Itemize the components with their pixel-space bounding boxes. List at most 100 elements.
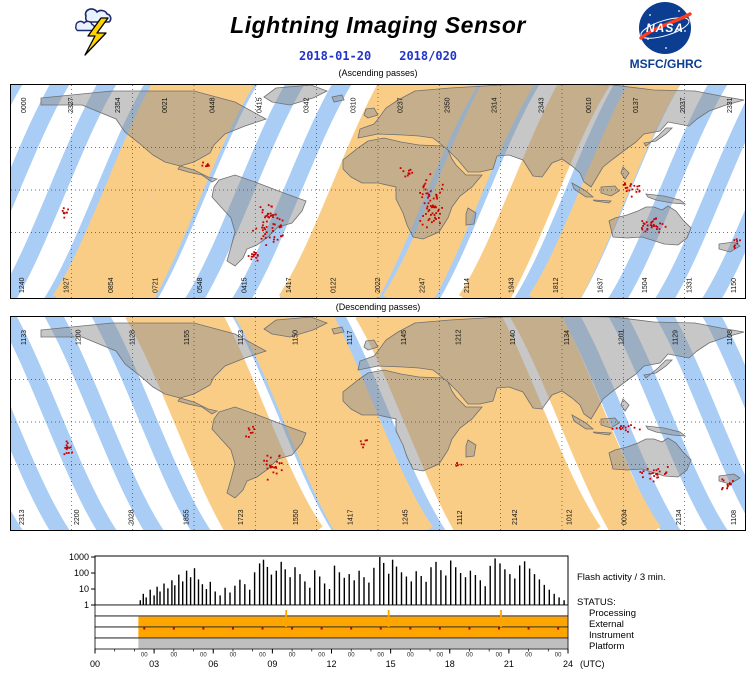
map-border bbox=[10, 316, 746, 531]
orbit-time-label-bottom: 0548 bbox=[197, 277, 204, 293]
orbit-minor-label: 00 bbox=[259, 653, 266, 659]
orbit-time-label-bottom: 0854 bbox=[108, 277, 115, 293]
orbit-time-label-bottom: 0415 bbox=[242, 277, 249, 293]
orbit-time-label-bottom: 2022 bbox=[375, 277, 382, 293]
orbit-time-label-bottom: 1417 bbox=[348, 509, 355, 525]
ascending-passes-map: 0000 2327 2354 0021 0448 0415 0342 0310 0237 2350… bbox=[10, 84, 746, 299]
orbit-time-label-bottom: 1331 bbox=[687, 277, 694, 293]
page-title: Lightning Imaging Sensor bbox=[230, 12, 526, 38]
orbit-time-label-bottom: 1723 bbox=[238, 509, 245, 525]
nasa-meatball-logo: NASA bbox=[636, 1, 696, 59]
ascending-passes-label: (Ascending passes) bbox=[338, 68, 418, 78]
x-tick-label: 18 bbox=[445, 659, 455, 669]
x-tick-label: 21 bbox=[504, 659, 514, 669]
orbit-time-label-bottom: 1108 bbox=[731, 510, 738, 525]
orbit-time-label-top: 0342 bbox=[303, 97, 310, 113]
y-tick-label: 1 bbox=[84, 600, 89, 610]
orbit-time-labels: 0000 2327 2354 0021 0448 0415 0342 0310 0237 2350… bbox=[19, 97, 738, 293]
lightning-flash-dots bbox=[63, 424, 734, 491]
orbit-minor-label: 00 bbox=[525, 653, 532, 659]
external-event-spike bbox=[285, 610, 288, 627]
orbit-time-label-top: 1201 bbox=[618, 329, 625, 345]
orbit-time-label-bottom: 2200 bbox=[74, 509, 81, 525]
status-row-label-platform: Platform bbox=[589, 641, 624, 652]
orbit-time-label-top: 2037 bbox=[680, 97, 687, 113]
date-iso: 2018-01-20 bbox=[298, 49, 372, 63]
orbit-time-label-top: 1134 bbox=[564, 330, 571, 345]
orbit-minor-label: 00 bbox=[200, 653, 207, 659]
orbit-time-label-top: 1129 bbox=[673, 330, 680, 345]
orbit-time-label-top: 1155 bbox=[184, 330, 191, 345]
status-heading: STATUS: bbox=[577, 597, 616, 608]
orbit-minor-label: 00 bbox=[555, 653, 562, 659]
storm-icon-svg bbox=[75, 8, 112, 56]
orbit-time-label-bottom: 1943 bbox=[509, 277, 516, 293]
utc-unit-label: (UTC) bbox=[580, 659, 605, 669]
status-row-label-external: External bbox=[589, 619, 624, 630]
orbit-minor-label: 00 bbox=[377, 653, 384, 659]
orbit-time-label-bottom: 0122 bbox=[331, 277, 338, 293]
orbit-minor-label: 00 bbox=[230, 653, 237, 659]
orbit-time-label-top: 0010 bbox=[586, 97, 593, 113]
orbit-time-label-bottom: 1417 bbox=[286, 277, 293, 293]
orbit-time-label-top: 1117 bbox=[347, 330, 354, 345]
x-axis: 00 03 06 09 12 15 18 21 24 (UTC) bbox=[90, 649, 605, 669]
orbit-time-label-bottom: 2134 bbox=[676, 509, 683, 525]
date-doy: 2018/020 bbox=[399, 49, 458, 63]
orbit-time-labels: 1133 1200 1128 1155 1123 1150 1117 1145 1212 1140… bbox=[19, 329, 738, 525]
orbit-time-label-bottom: 0721 bbox=[153, 277, 160, 293]
map-border bbox=[10, 84, 746, 299]
orbit-time-label-top: 1108 bbox=[727, 330, 734, 345]
orbit-time-label-top: 2314 bbox=[492, 97, 499, 113]
orbit-time-label-top: 1133 bbox=[21, 330, 28, 345]
flash-activity-bars bbox=[139, 557, 565, 605]
orbit-time-label-bottom: 1927 bbox=[64, 277, 71, 293]
orbit-time-label-bottom: 1112 bbox=[457, 510, 464, 525]
orbit-time-label-bottom: 1812 bbox=[553, 277, 560, 293]
orbit-time-label-top: 1212 bbox=[455, 329, 462, 345]
status-rows bbox=[94, 604, 569, 650]
nasa-logo-svg: NASA bbox=[639, 2, 692, 54]
status-row-label-instrument: Instrument bbox=[589, 630, 634, 641]
chart-side-labels: Flash activity / 3 min. STATUS:Processing… bbox=[577, 572, 666, 652]
orbit-time-label-bottom: 1012 bbox=[567, 509, 574, 525]
orbit-minor-label: 00 bbox=[466, 653, 473, 659]
orbit-time-label-bottom: 1855 bbox=[183, 509, 190, 525]
nasa-wordmark: NASA bbox=[646, 21, 684, 35]
descending-passes-map: 1133 1200 1128 1155 1123 1150 1117 1145 1212 1140… bbox=[10, 316, 746, 531]
orbit-minor-label: 00 bbox=[141, 653, 148, 659]
descending-passes-label: (Descending passes) bbox=[335, 302, 421, 312]
orbit-time-label-top: 2354 bbox=[115, 97, 122, 113]
orbit-time-label-top: 0237 bbox=[398, 97, 405, 113]
orbit-time-label-bottom: 2028 bbox=[129, 509, 136, 525]
orbit-time-label-top: 1150 bbox=[293, 330, 300, 345]
orbit-minor-label: 00 bbox=[407, 653, 414, 659]
orbit-time-label-top: 0000 bbox=[21, 97, 28, 113]
y-tick-label: 10 bbox=[79, 584, 89, 594]
external-event-spike bbox=[500, 610, 502, 627]
nasa-red-swoosh bbox=[639, 12, 692, 40]
orbit-time-label-bottom: 1637 bbox=[598, 277, 605, 293]
orbit-time-label-bottom: 2142 bbox=[512, 509, 519, 525]
orbit-minor-label: 00 bbox=[289, 653, 296, 659]
orbit-time-label-top: 1128 bbox=[130, 330, 137, 345]
histogram-frame bbox=[94, 555, 569, 606]
orbit-minor-label: 00 bbox=[496, 653, 503, 659]
x-tick-label: 24 bbox=[563, 659, 573, 669]
flash-activity-title: Flash activity / 3 min. bbox=[577, 572, 666, 583]
orbit-minor-label: 00 bbox=[437, 653, 444, 659]
lightning-flash-dots bbox=[61, 161, 741, 262]
orbit-time-label-top: 0448 bbox=[209, 97, 216, 113]
orbit-minor-label: 00 bbox=[170, 653, 177, 659]
org-label: MSFC/GHRC bbox=[629, 57, 703, 71]
orbit-time-label-bottom: 2313 bbox=[19, 509, 26, 525]
orbit-time-label-bottom: 1150 bbox=[731, 278, 738, 293]
nasa-globe bbox=[639, 2, 691, 54]
orbit-time-label-top: 2350 bbox=[445, 97, 452, 113]
orbit-time-label-top: 2331 bbox=[727, 97, 734, 113]
y-axis-labels: 1000 100 10 1 bbox=[69, 552, 95, 610]
orbit-time-label-bottom: 1550 bbox=[293, 509, 300, 525]
orbit-time-label-top: 0415 bbox=[256, 97, 263, 113]
orbit-time-label-top: 0310 bbox=[350, 97, 357, 113]
